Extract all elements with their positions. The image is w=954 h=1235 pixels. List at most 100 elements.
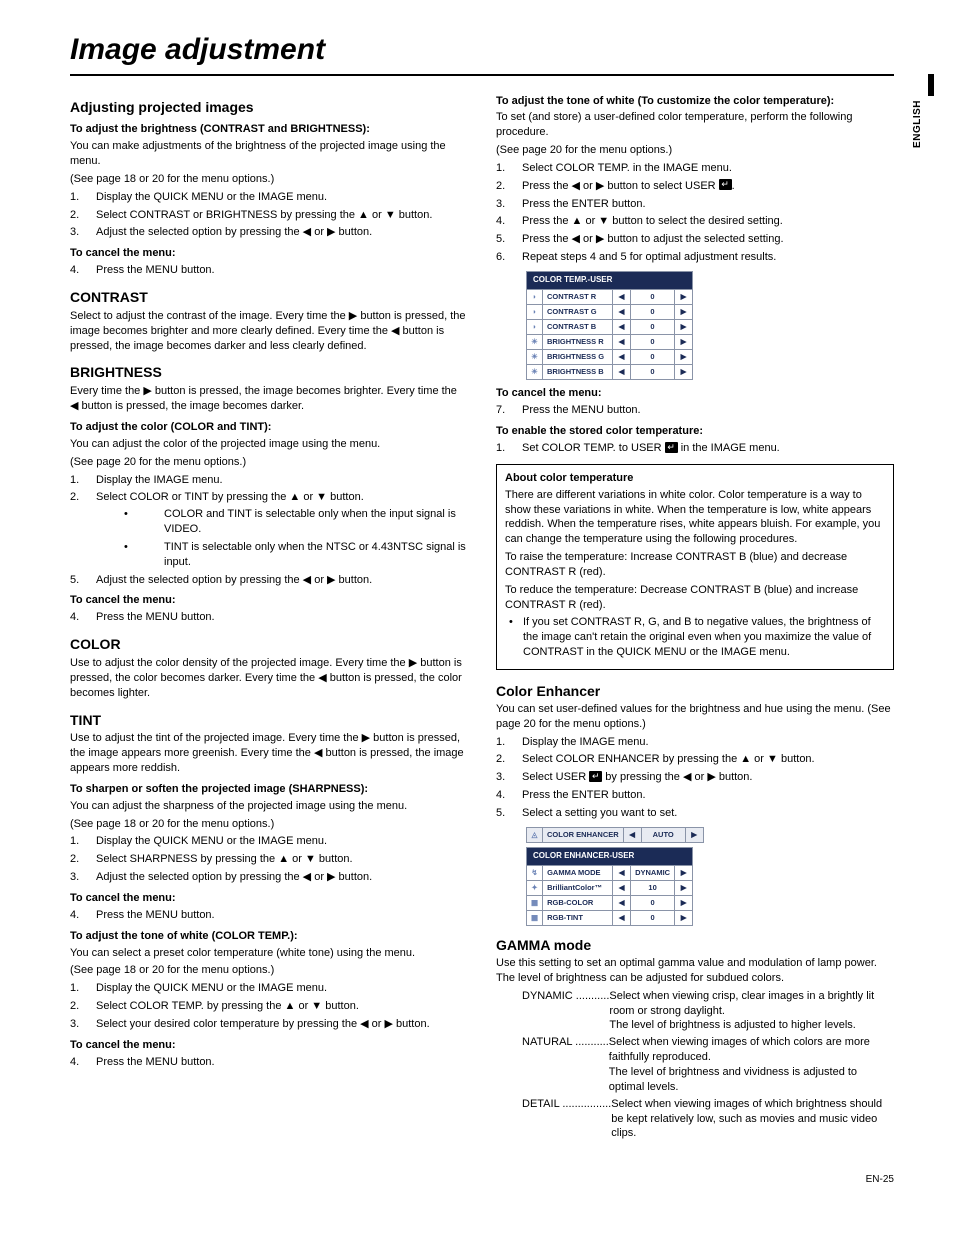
row-value: 0 [631, 895, 675, 910]
step: Adjust the selected option by pressing t… [70, 870, 468, 885]
row-label: GAMMA MODE [543, 865, 613, 880]
arrow-left-icon: ◀ [613, 304, 631, 319]
steps-brightness: Display the QUICK MENU or the IMAGE menu… [70, 190, 468, 241]
row-label: BRIGHTNESS G [543, 350, 613, 365]
arrow-right-icon: ▶ [675, 335, 693, 350]
arrow-left-icon: ◀ [613, 865, 631, 880]
row-value: 10 [631, 880, 675, 895]
row-value: 0 [631, 304, 675, 319]
step-text: Press the ◀ or ▶ button to select USER ↵… [522, 180, 735, 192]
arrow-left-icon: ◀ [613, 895, 631, 910]
row-label: BRIGHTNESS R [543, 335, 613, 350]
row-label: CONTRAST G [543, 304, 613, 319]
heading-tint: TINT [70, 711, 468, 730]
row-value: 0 [631, 289, 675, 304]
menu-icon: ◬ [527, 827, 543, 842]
step: Press the ENTER button. [496, 788, 894, 803]
table-colortemp-user: COLOR TEMP.-USER ◗CONTRAST R◀0▶◗CONTRAST… [526, 271, 693, 381]
row-label: BrilliantColor™ [543, 880, 613, 895]
step: Select COLOR TEMP. in the IMAGE menu. [496, 161, 894, 176]
row-label: RGB-TINT [543, 911, 613, 926]
row-icon: ▦ [527, 911, 543, 926]
table-header: COLOR ENHANCER-USER [527, 847, 693, 865]
enter-icon: ↵ [665, 442, 678, 453]
box-p1: There are different variations in white … [505, 488, 885, 547]
arrow-right-icon: ▶ [675, 365, 693, 380]
arrow-right-icon: ▶ [675, 289, 693, 304]
p-color-adj: You can adjust the color of the projecte… [70, 437, 468, 452]
arrow-left-icon: ◀ [613, 911, 631, 926]
row-icon: ☀ [527, 365, 543, 380]
cancel-label: To cancel the menu: [70, 1038, 468, 1053]
arrow-right-icon: ▶ [685, 827, 703, 842]
sub-colortemp: To adjust the tone of white (COLOR TEMP.… [70, 929, 468, 944]
box-p3: To reduce the temperature: Decrease CONT… [505, 583, 885, 613]
row-value: 0 [631, 319, 675, 334]
side-tab-mark [928, 74, 934, 96]
step: Press the MENU button. [70, 263, 468, 278]
row-value: 0 [631, 911, 675, 926]
step: Press the MENU button. [70, 908, 468, 923]
row-value: 0 [631, 350, 675, 365]
gamma-key: NATURAL ........... [522, 1035, 609, 1094]
table-header: COLOR TEMP.-USER [527, 271, 693, 289]
side-label: ENGLISH [911, 100, 925, 148]
ref-1820b: (See page 18 or 20 for the menu options.… [70, 817, 468, 832]
arrow-left-icon: ◀ [613, 350, 631, 365]
row-icon: ☀ [527, 335, 543, 350]
right-column: To adjust the tone of white (To customiz… [496, 94, 894, 1144]
enter-icon: ↵ [589, 771, 602, 782]
bullet: COLOR and TINT is selectable only when t… [138, 507, 468, 537]
row-icon: ✦ [527, 880, 543, 895]
heading-brightness: BRIGHTNESS [70, 363, 468, 382]
arrow-left-icon: ◀ [613, 335, 631, 350]
step: Press the ◀ or ▶ button to adjust the se… [496, 232, 894, 247]
step: Display the QUICK MENU or the IMAGE menu… [70, 190, 468, 205]
p-contrast: Select to adjust the contrast of the ima… [70, 309, 468, 354]
heading-gamma: GAMMA mode [496, 936, 894, 955]
row-label: CONTRAST B [543, 319, 613, 334]
gamma-desc-list: DYNAMIC ...........Select when viewing c… [496, 989, 894, 1141]
ref-20b: (See page 20 for the menu options.) [496, 143, 894, 158]
row-icon: ◗ [527, 319, 543, 334]
ref-1820a: (See page 18 or 20 for the menu options.… [70, 172, 468, 187]
step: Display the QUICK MENU or the IMAGE menu… [70, 981, 468, 996]
row-label: BRIGHTNESS B [543, 365, 613, 380]
row-icon: ◗ [527, 289, 543, 304]
sub-color-tint: To adjust the color (COLOR and TINT): [70, 420, 468, 435]
gamma-key: DYNAMIC ........... [522, 989, 609, 1034]
arrow-right-icon: ▶ [675, 865, 693, 880]
steps-color: Display the IMAGE menu. Select COLOR or … [70, 473, 468, 588]
row-icon: ☀ [527, 350, 543, 365]
step: Select COLOR or TINT by pressing the ▲ o… [70, 490, 468, 569]
p-gamma: Use this setting to set an optimal gamma… [496, 956, 894, 986]
step: Press the ENTER button. [496, 197, 894, 212]
p-brightness-adj: You can make adjustments of the brightne… [70, 139, 468, 169]
sub-sharpness: To sharpen or soften the projected image… [70, 782, 468, 797]
box-p2: To raise the temperature: Increase CONTR… [505, 550, 885, 580]
step: Display the IMAGE menu. [70, 473, 468, 488]
p-tone-custom: To set (and store) a user-defined color … [496, 110, 894, 140]
arrow-left-icon: ◀ [613, 365, 631, 380]
gamma-text: Select when viewing images of which colo… [609, 1035, 894, 1094]
steps-tone-custom: Select COLOR TEMP. in the IMAGE menu. Pr… [496, 161, 894, 265]
gamma-key: DETAIL ................ [522, 1097, 611, 1142]
step: Set COLOR TEMP. to USER ↵ in the IMAGE m… [496, 441, 894, 456]
step: Press the ◀ or ▶ button to select USER ↵… [496, 179, 894, 194]
step: Select a setting you want to set. [496, 806, 894, 821]
p-sharpness: You can adjust the sharpness of the proj… [70, 799, 468, 814]
left-column: Adjusting projected images To adjust the… [70, 94, 468, 1144]
step: Select USER ↵ by pressing the ◀ or ▶ but… [496, 770, 894, 785]
step: Adjust the selected option by pressing t… [70, 225, 468, 240]
ref-20a: (See page 20 for the menu options.) [70, 455, 468, 470]
heading-contrast: CONTRAST [70, 288, 468, 307]
sub-brightness-contrast: To adjust the brightness (CONTRAST and B… [70, 122, 468, 137]
arrow-right-icon: ▶ [675, 350, 693, 365]
ref-1820c: (See page 18 or 20 for the menu options.… [70, 963, 468, 978]
heading-color: COLOR [70, 635, 468, 654]
box-bullet: If you set CONTRAST R, G, and B to negat… [523, 615, 885, 660]
cancel-label: To cancel the menu: [496, 386, 894, 401]
step-cancel-4: Press the MENU button. [70, 263, 468, 278]
arrow-right-icon: ▶ [675, 304, 693, 319]
arrow-left-icon: ◀ [613, 289, 631, 304]
